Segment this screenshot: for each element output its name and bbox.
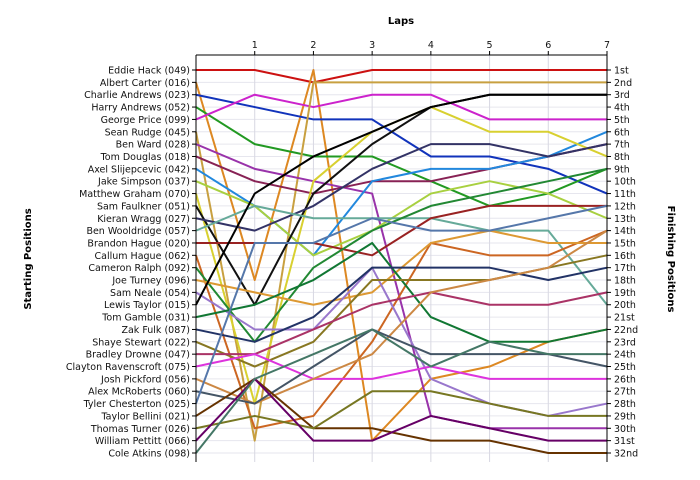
starting-driver-label: Ben Ward (028) [116, 140, 190, 151]
finishing-position-label: 10th [614, 177, 636, 188]
starting-driver-label: Kieran Wragg (027) [97, 214, 190, 225]
series-line [195, 143, 607, 430]
series-line [195, 328, 607, 454]
starting-driver-label: Tom Douglas (018) [100, 152, 190, 163]
starting-driver-label: Sean Rudge (045) [105, 127, 190, 138]
finishing-position-label: 22nd [614, 325, 638, 336]
finishing-position-label: 2nd [614, 78, 632, 89]
lap-tick-label: 6 [545, 40, 551, 51]
series-line [195, 93, 607, 121]
finishing-position-label: 6th [614, 127, 630, 138]
series-line [195, 106, 608, 207]
starting-driver-label: Albert Carter (016) [100, 78, 190, 89]
finishing-position-label: 9th [614, 164, 630, 175]
finishing-position-label: 5th [614, 115, 630, 126]
finishing-position-label: 30th [614, 424, 636, 435]
starting-driver-label: Harry Andrews (052) [91, 103, 190, 114]
series-line [196, 69, 607, 84]
series-line [195, 143, 608, 232]
starting-driver-label: Zak Fulk (087) [121, 325, 190, 336]
starting-driver-label: Josh Pickford (056) [100, 374, 190, 385]
starting-driver-label: Charlie Andrews (023) [84, 90, 190, 101]
starting-driver-label: Cameron Ralph (092) [88, 263, 190, 274]
finishing-position-label: 21st [614, 313, 635, 324]
finishing-position-label: 25th [614, 362, 636, 373]
series-line [195, 229, 608, 430]
axes: 1 2 3 4 5 6 7 Eddie Hack (049)Albert Carter (01… [66, 40, 638, 462]
lap-tick-label: 5 [487, 40, 493, 51]
series-line [195, 204, 608, 404]
lap-tick-label: 7 [604, 40, 610, 51]
finishing-position-label: 32nd [614, 449, 638, 460]
starting-driver-label: Sam Neale (054) [110, 288, 190, 299]
finishing-position-label: 16th [614, 251, 636, 262]
series-line [195, 229, 608, 405]
series-lines [195, 69, 608, 454]
starting-driver-label: Shaye Stewart (022) [92, 337, 190, 348]
lap-tick-label: 1 [252, 40, 258, 51]
starting-driver-label: Eddie Hack (049) [108, 66, 190, 77]
starting-driver-label: Alex McRoberts (060) [88, 387, 190, 398]
starting-driver-label: William Pettitt (066) [95, 436, 190, 447]
right-axis-title: Finishing Positions [665, 206, 676, 313]
starting-driver-label: Clayton Ravenscroft (075) [66, 362, 190, 373]
finishing-position-label: 29th [614, 411, 636, 422]
lap-tick-label: 4 [428, 40, 434, 51]
starting-driver-label: Matthew Graham (070) [79, 189, 190, 200]
finishing-position-label: 1st [614, 66, 629, 77]
series-line [196, 291, 608, 356]
series-line [195, 390, 607, 430]
series-line [195, 377, 607, 454]
finishing-position-label: 31st [614, 436, 635, 447]
starting-driver-label: Tom Gamble (031) [101, 313, 190, 324]
finishing-position-label: 13th [614, 214, 636, 225]
series-line [195, 93, 607, 306]
finishing-position-label: 19th [614, 288, 636, 299]
finishing-position-label: 8th [614, 152, 630, 163]
finishing-position-label: 4th [614, 103, 630, 114]
top-axis-title: Laps [388, 16, 414, 27]
starting-driver-label: Jake Simpson (037) [97, 177, 190, 188]
starting-driver-label: Tyler Chesterton (025) [83, 399, 190, 410]
finishing-position-label: 26th [614, 374, 636, 385]
finishing-position-label: 27th [614, 387, 636, 398]
finishing-position-label: 15th [614, 238, 636, 249]
starting-driver-label: Lewis Taylor (015) [104, 300, 190, 311]
finishing-position-label: 24th [614, 350, 636, 361]
finishing-position-label: 18th [614, 276, 636, 287]
series-line [195, 266, 608, 343]
series-line [195, 93, 608, 195]
starting-driver-label: Cole Atkins (098) [108, 449, 190, 460]
starting-driver-label: Brandon Hague (020) [87, 238, 190, 249]
starting-driver-label: Thomas Turner (026) [90, 424, 190, 435]
finishing-position-label: 3rd [614, 90, 630, 101]
starting-driver-label: Ben Wooldridge (057) [86, 226, 190, 237]
finishing-position-label: 14th [614, 226, 636, 237]
series-line [195, 328, 608, 405]
finishing-position-label: 7th [614, 140, 630, 151]
finishing-position-label: 11th [614, 189, 636, 200]
starting-driver-label: Taylor Bellini (021) [100, 411, 190, 422]
lap-tick-label: 2 [310, 40, 316, 51]
starting-driver-label: Bradley Drowne (047) [86, 350, 190, 361]
starting-driver-label: Sam Faulkner (051) [97, 201, 190, 212]
finishing-position-label: 23rd [614, 337, 636, 348]
series-line [195, 81, 607, 442]
finishing-position-label: 20th [614, 300, 636, 311]
starting-driver-label: Joe Turney (096) [111, 276, 190, 287]
series-line [195, 353, 607, 380]
lap-tick-label: 3 [369, 40, 375, 51]
starting-driver-label: George Price (099) [101, 115, 190, 126]
series-line [195, 180, 608, 257]
finishing-position-label: 28th [614, 399, 636, 410]
series-line [195, 69, 608, 442]
starting-driver-label: Axel Slijepcevic (042) [88, 164, 190, 175]
finishing-position-label: 17th [614, 263, 636, 274]
finishing-position-label: 12th [614, 201, 636, 212]
starting-driver-label: Callum Hague (062) [95, 251, 190, 262]
left-axis-title: Starting Positions [23, 208, 34, 309]
series-line [195, 377, 607, 442]
